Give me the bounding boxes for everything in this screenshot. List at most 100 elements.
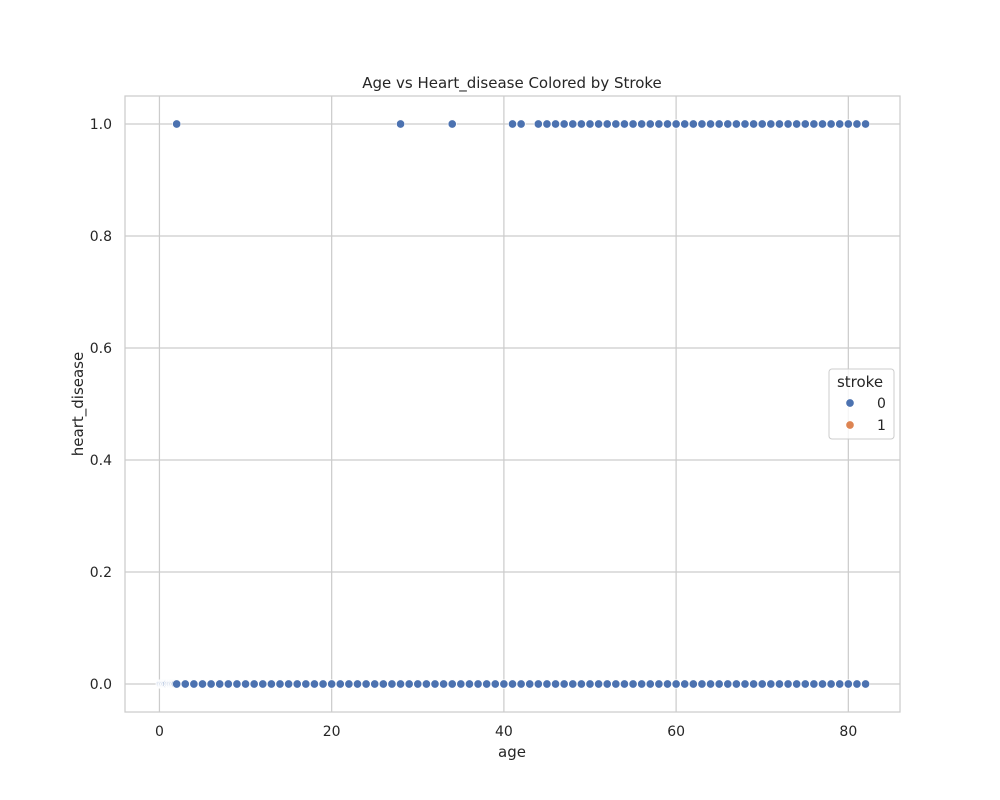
y-tick-label: 0.6 xyxy=(90,341,112,357)
data-point-stroke-0 xyxy=(378,679,388,689)
data-point-stroke-0 xyxy=(473,679,483,689)
x-tick-label: 20 xyxy=(323,724,341,740)
data-point-stroke-0 xyxy=(292,679,302,689)
data-point-stroke-0 xyxy=(232,679,242,689)
data-point-stroke-0 xyxy=(662,119,673,129)
data-point-stroke-0 xyxy=(835,119,845,129)
data-point-stroke-0 xyxy=(783,679,793,689)
data-point-stroke-0 xyxy=(766,119,776,129)
legend-title: stroke xyxy=(837,373,883,391)
data-point-stroke-0 xyxy=(594,679,604,689)
data-point-stroke-0 xyxy=(637,119,647,129)
data-point-stroke-0 xyxy=(619,119,630,129)
data-point-stroke-0 xyxy=(637,679,647,689)
data-point-stroke-0 xyxy=(809,679,819,689)
data-point-stroke-0 xyxy=(688,119,698,129)
data-point-stroke-0 xyxy=(654,679,664,689)
data-point-stroke-0 xyxy=(180,679,190,689)
data-point-stroke-0 xyxy=(206,679,216,689)
data-point-stroke-0 xyxy=(697,119,707,129)
data-point-stroke-0 xyxy=(172,679,182,689)
data-point-stroke-0 xyxy=(585,679,595,689)
chart-title: Age vs Heart_disease Colored by Stroke xyxy=(362,74,662,93)
data-point-stroke-0 xyxy=(705,679,716,689)
data-point-stroke-0 xyxy=(197,679,208,689)
data-point-stroke-0 xyxy=(464,679,475,689)
y-tick-label: 1.0 xyxy=(90,117,112,133)
legend-marker-0 xyxy=(845,398,855,408)
y-axis-label: heart_disease xyxy=(69,352,88,456)
data-point-stroke-0 xyxy=(585,119,595,129)
data-point-stroke-0 xyxy=(740,679,750,689)
data-point-stroke-0 xyxy=(533,119,543,129)
data-point-stroke-0 xyxy=(860,119,871,129)
data-point-stroke-0 xyxy=(421,679,431,689)
data-point-stroke-0 xyxy=(309,679,320,689)
data-point-stroke-0 xyxy=(817,119,828,129)
data-point-stroke-0 xyxy=(525,679,535,689)
data-point-stroke-0 xyxy=(714,119,724,129)
data-point-stroke-0 xyxy=(757,679,767,689)
data-point-stroke-0 xyxy=(611,119,621,129)
data-point-stroke-0 xyxy=(817,679,828,689)
data-point-stroke-0 xyxy=(705,119,716,129)
legend-label-1: 1 xyxy=(877,418,886,434)
data-point-stroke-0 xyxy=(568,679,578,689)
data-point-stroke-0 xyxy=(792,679,802,689)
data-point-stroke-0 xyxy=(671,119,681,129)
x-axis-ticks: 0 20 40 60 80 xyxy=(155,724,857,740)
y-tick-label: 0.2 xyxy=(90,565,112,581)
data-point-stroke-0 xyxy=(662,679,673,689)
y-tick-label: 0.8 xyxy=(90,229,112,245)
data-point-stroke-0 xyxy=(723,679,733,689)
data-point-stroke-0 xyxy=(680,119,690,129)
x-tick-label: 40 xyxy=(495,724,513,740)
data-point-stroke-0 xyxy=(240,679,251,689)
x-tick-label: 60 xyxy=(667,724,685,740)
data-point-stroke-0 xyxy=(172,119,182,129)
data-point-stroke-0 xyxy=(447,679,457,689)
data-point-stroke-0 xyxy=(559,679,569,689)
data-point-stroke-0 xyxy=(576,119,586,129)
legend: stroke 0 1 xyxy=(828,368,895,440)
data-point-stroke-0 xyxy=(688,679,698,689)
data-point-stroke-0 xyxy=(352,679,363,689)
data-point-stroke-0 xyxy=(361,679,371,689)
data-point-stroke-0 xyxy=(189,679,199,689)
y-tick-label: 0.0 xyxy=(90,677,112,693)
data-point-stroke-0 xyxy=(344,679,354,689)
x-tick-label: 0 xyxy=(155,724,164,740)
data-point-stroke-0 xyxy=(723,119,733,129)
data-point-stroke-0 xyxy=(249,679,259,689)
data-point-stroke-0 xyxy=(800,679,810,689)
data-point-stroke-0 xyxy=(680,679,690,689)
x-tick-label: 80 xyxy=(839,724,857,740)
data-point-stroke-0 xyxy=(645,119,655,129)
data-point-stroke-0 xyxy=(370,679,380,689)
data-point-stroke-0 xyxy=(318,679,328,689)
plot-frame xyxy=(124,95,901,713)
data-point-stroke-0 xyxy=(611,679,621,689)
data-point-stroke-0 xyxy=(516,119,526,129)
data-point-stroke-0 xyxy=(645,679,655,689)
data-point-stroke-0 xyxy=(327,679,337,689)
data-point-stroke-0 xyxy=(404,679,414,689)
data-point-stroke-0 xyxy=(852,119,862,129)
data-point-stroke-0 xyxy=(826,679,836,689)
data-point-stroke-0 xyxy=(843,119,853,129)
data-point-stroke-0 xyxy=(559,119,569,129)
legend-label-0: 0 xyxy=(877,396,886,412)
data-point-stroke-0 xyxy=(740,119,750,129)
data-point-stroke-0 xyxy=(284,679,294,689)
x-axis-label: age xyxy=(498,743,526,761)
data-point-stroke-0 xyxy=(413,679,423,689)
data-point-stroke-0 xyxy=(766,679,776,689)
data-point-stroke-0 xyxy=(731,119,741,129)
data-point-stroke-0 xyxy=(439,679,449,689)
data-point-stroke-0 xyxy=(542,679,552,689)
data-point-stroke-0 xyxy=(542,119,552,129)
data-point-stroke-0 xyxy=(266,679,276,689)
data-point-stroke-0 xyxy=(714,679,724,689)
data-point-stroke-0 xyxy=(395,119,406,129)
